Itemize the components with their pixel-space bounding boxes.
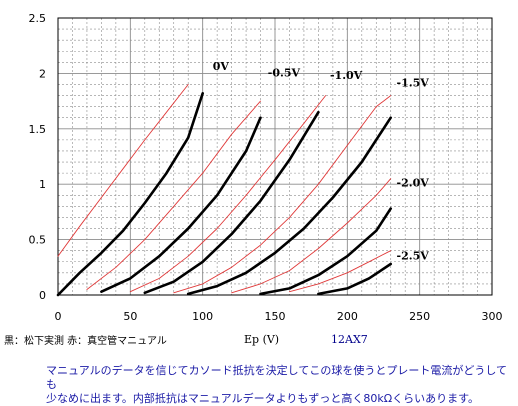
measured-curve-15V <box>186 116 393 296</box>
manual-curve-20V <box>231 178 392 294</box>
footnote-line-2: 少なめに出ます。内部抵抗はマニュアルデータよりもずっと高く80kΩくらいあります… <box>46 392 480 405</box>
x-tick-label: 0 <box>55 310 62 323</box>
legend-text: 黒：松下実測 赤：真空管マニュアル <box>4 336 167 347</box>
manual-curve-05V <box>86 100 261 290</box>
manual-curve-15V <box>173 95 392 294</box>
plot-frame <box>57 17 493 296</box>
measured-curve-10V <box>143 110 320 295</box>
chart-grid <box>58 18 492 295</box>
footnote-line-1: マニュアルのデータを信じてカソード抵抗を決定してこの球を使うとプレート電流がどう… <box>46 364 508 391</box>
x-tick-label: 50 <box>123 310 137 323</box>
measured-curve-25V <box>317 262 393 296</box>
x-axis-label: Ep (V) <box>244 333 280 346</box>
plate-characteristics-chart: 0 0.5 1 1.5 2 2.5 0 50 100 150 200 250 300 0V -0.5V -… <box>29 12 503 323</box>
y-tick-label: 2.5 <box>29 12 47 25</box>
manual-curve-25V <box>289 250 392 293</box>
curve-label: -0.5V <box>268 67 301 80</box>
x-tick-label: 250 <box>409 310 430 323</box>
x-tick-label: 300 <box>482 310 503 323</box>
y-tick-label: 0.5 <box>29 234 47 247</box>
y-tick-label: 1.5 <box>29 123 47 136</box>
curve-label: -2.0V <box>397 176 430 189</box>
chart-series <box>56 84 393 297</box>
y-tick-label: 1 <box>39 178 46 191</box>
manual-curve-10V <box>129 95 327 293</box>
footnote: マニュアルのデータを信じてカソード抵抗を決定してこの球を使うとプレート電流がどう… <box>46 364 516 406</box>
x-tick-label: 150 <box>265 310 286 323</box>
measured-curve-0V <box>56 92 204 297</box>
manual-curve-0V <box>57 84 189 257</box>
curve-label: -1.0V <box>330 69 363 82</box>
x-axis-ticks: 0 50 100 150 200 250 300 <box>55 310 503 323</box>
x-tick-label: 200 <box>337 310 358 323</box>
curve-label: -1.5V <box>397 77 430 90</box>
measured-curve-05V <box>100 116 262 294</box>
y-tick-label: 0 <box>39 289 46 302</box>
curve-label: -2.5V <box>397 250 430 263</box>
curve-label: 0V <box>213 60 230 73</box>
y-axis-ticks: 0 0.5 1 1.5 2 2.5 <box>29 12 47 302</box>
measured-curve-20V <box>259 207 393 296</box>
tube-label: 12AX7 <box>331 333 368 346</box>
chart-axes <box>57 17 493 296</box>
curve-labels: 0V -0.5V -1.0V -1.5V -2.0V -2.5V <box>213 60 429 262</box>
y-tick-label: 2 <box>39 67 46 80</box>
x-tick-label: 100 <box>192 310 213 323</box>
